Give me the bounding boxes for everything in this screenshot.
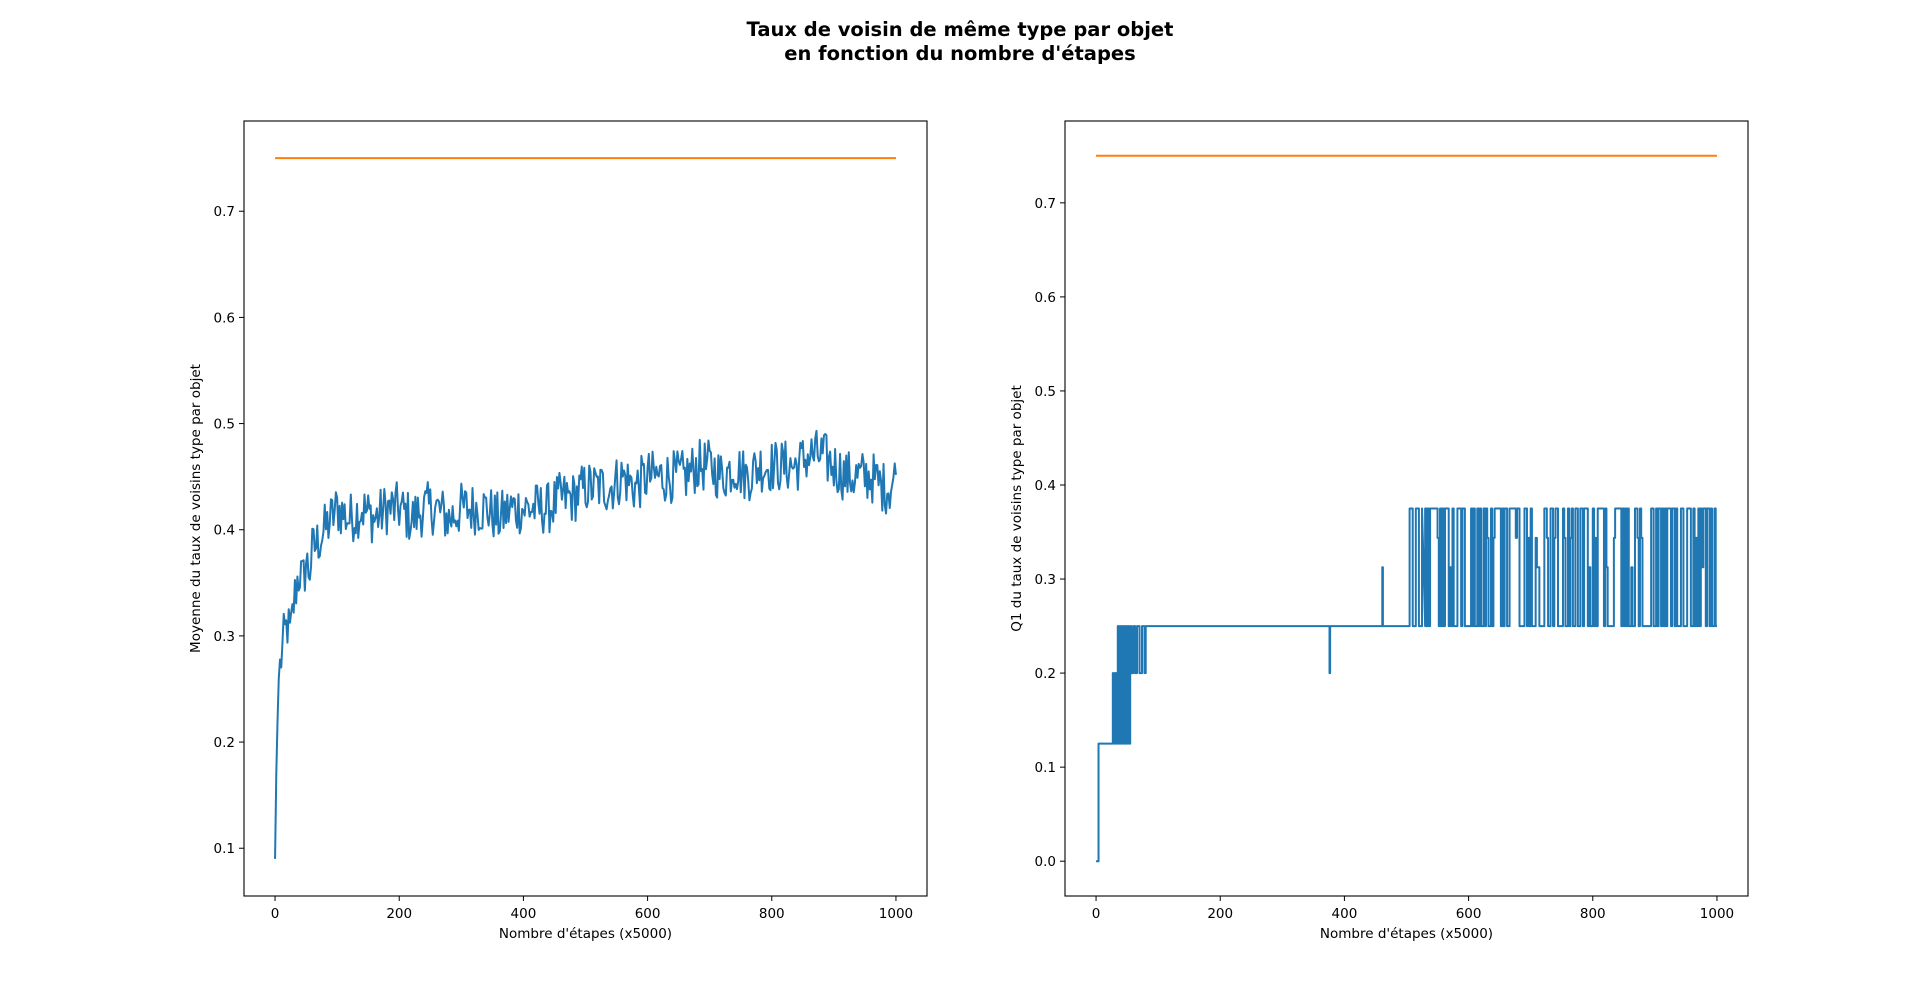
- chart1-y-tick-label: 0.1: [214, 841, 235, 857]
- chart1-y-tick-label: 0.5: [214, 417, 235, 433]
- chart1-axes-frame: [243, 120, 928, 897]
- chart2-y-tick-label: 0.1: [1035, 760, 1056, 776]
- chart2-x-tick-label: 600: [1456, 906, 1482, 922]
- chart1-y-tick-label: 0.2: [214, 735, 235, 751]
- chart2-y-tick-label: 0.2: [1035, 666, 1056, 682]
- chart2-x-tick-label: 200: [1207, 906, 1233, 922]
- chart1-y-tick-label: 0.7: [214, 204, 235, 220]
- chart1-x-tick-label: 0: [271, 906, 280, 922]
- chart1-x-axis-label: Nombre d'étapes (x5000): [499, 926, 672, 942]
- chart2-y-tick-label: 0.0: [1035, 854, 1056, 870]
- chart2-y-tick-label: 0.5: [1035, 384, 1056, 400]
- chart2-x-axis-label: Nombre d'étapes (x5000): [1320, 926, 1493, 942]
- chart2-x-tick-label: 0: [1092, 906, 1101, 922]
- chart-panel-right: 0 200 400 600 800 1000 0.0 0.1 0.2 0.3 0.4 0.5 0.6 0.…: [1009, 120, 1749, 942]
- chart2-y-tick-label: 0.6: [1035, 290, 1056, 306]
- chart2-x-tick-label: 1000: [1700, 906, 1734, 922]
- chart1-x-tick-label: 800: [759, 906, 785, 922]
- chart1-x-tick-label: 200: [386, 906, 412, 922]
- figure-title-line2: en fonction du nombre d'étapes: [784, 42, 1136, 65]
- chart2-y-tick-label: 0.3: [1035, 572, 1056, 588]
- figure-title-line1: Taux de voisin de même type par objet: [747, 18, 1174, 41]
- chart1-series-line: [274, 429, 897, 859]
- chart1-y-axis-label: Moyenne du taux de voisins type par obje…: [188, 364, 204, 653]
- chart2-series-line: [1096, 507, 1717, 863]
- chart1-x-tick-label: 600: [635, 906, 661, 922]
- chart2-axes-frame: [1064, 120, 1749, 897]
- chart2-y-tick-label: 0.4: [1035, 478, 1056, 494]
- chart1-y-tick-label: 0.6: [214, 310, 235, 326]
- chart2-x-tick-label: 800: [1580, 906, 1606, 922]
- chart2-y-tick-label: 0.7: [1035, 196, 1056, 212]
- chart1-y-tick-label: 0.3: [214, 629, 235, 645]
- chart2-x-tick-label: 400: [1332, 906, 1358, 922]
- chart1-x-tick-label: 400: [511, 906, 537, 922]
- chart1-x-tick-label: 1000: [879, 906, 913, 922]
- chart2-y-axis-label: Q1 du taux de voisins type par objet: [1009, 385, 1025, 631]
- chart1-y-tick-label: 0.4: [214, 523, 235, 539]
- chart-panel-left: 0 200 400 600 800 1000 0.1 0.2 0.3 0.4 0.5 0.6 0.7 No…: [188, 120, 928, 942]
